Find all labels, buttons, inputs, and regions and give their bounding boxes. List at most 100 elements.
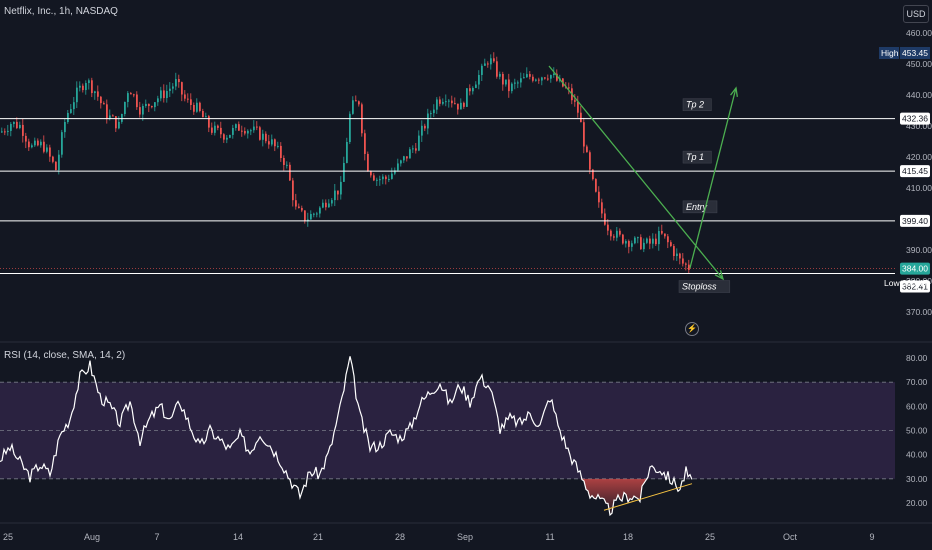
rsi-line [0, 356, 693, 517]
candle-body [652, 238, 654, 244]
candle-body [496, 61, 498, 77]
candle-body [139, 107, 141, 115]
candle-body [166, 90, 168, 99]
candle-body [22, 124, 24, 136]
candle-body [298, 206, 300, 208]
candle-body [154, 102, 156, 108]
candle-body [529, 74, 531, 77]
rsi-tick-label: 60.00 [906, 401, 928, 411]
level-tag-bg [682, 150, 712, 164]
candle-body [229, 134, 231, 138]
candle-body [538, 79, 540, 81]
candle-body [274, 139, 276, 147]
candles [1, 52, 690, 274]
candle-body [574, 100, 576, 102]
candle-body [430, 113, 432, 115]
candle-body [577, 101, 579, 113]
time-tick-label: 14 [233, 532, 243, 542]
candle-body [73, 102, 75, 110]
candle-body [325, 202, 327, 208]
candle-body [682, 258, 684, 264]
candle-body [418, 135, 420, 151]
candle-body [505, 79, 507, 85]
candle-body [436, 99, 438, 110]
candle-body [676, 253, 678, 257]
candle-body [328, 203, 330, 208]
tag-415: 415.45 [902, 166, 928, 176]
candle-body [148, 103, 150, 107]
candle-body [247, 130, 249, 134]
candle-body [670, 242, 672, 247]
candle-body [484, 63, 486, 66]
candle-body [208, 116, 210, 128]
candle-body [145, 103, 147, 106]
candle-body [49, 147, 51, 157]
candle-body [508, 79, 510, 92]
candle-body [553, 73, 555, 76]
lightning-icon[interactable]: ⚡ [685, 322, 699, 336]
candle-body [424, 125, 426, 129]
candle-body [634, 237, 636, 244]
candle-body [175, 79, 177, 87]
candle-body [259, 127, 261, 140]
level-tag-tp-2: Tp 2 [686, 100, 704, 110]
candle-body [358, 101, 360, 105]
candle-body [568, 87, 570, 89]
currency-button[interactable]: USD [903, 5, 929, 23]
level-tag-bg [682, 98, 712, 111]
candle-body [52, 156, 54, 162]
price-tick-label: 430.00 [906, 121, 932, 131]
candle-body [643, 242, 645, 250]
candle-body [517, 82, 519, 84]
candle-body [136, 94, 138, 108]
candle-body [364, 133, 366, 154]
candle-body [673, 246, 675, 257]
candle-body [172, 86, 174, 89]
tag-382: 382.41 [902, 282, 928, 292]
candle-body [454, 103, 456, 105]
time-tick-label: Oct [783, 532, 798, 542]
candle-body [88, 80, 90, 84]
candle-body [514, 82, 516, 84]
candle-body [556, 73, 558, 81]
candle-body [601, 202, 603, 214]
candle-body [385, 176, 387, 180]
candle-body [310, 214, 312, 220]
candle-body [460, 102, 462, 110]
rsi-tick-label: 20.00 [906, 498, 928, 508]
candle-body [205, 116, 207, 118]
high-value: 453.45 [902, 48, 928, 58]
candle-body [268, 141, 270, 145]
downtrend-arrow-head [714, 270, 725, 281]
candle-body [286, 164, 288, 166]
candle-body [502, 73, 504, 85]
candle-body [448, 100, 450, 102]
tag-399-bg [900, 214, 930, 227]
candle-body [331, 200, 333, 204]
candle-body [199, 102, 201, 111]
candle-body [394, 170, 396, 174]
candle-body [442, 101, 444, 104]
time-tick-label: 11 [545, 532, 554, 542]
candle-body [550, 75, 552, 79]
candle-body [13, 121, 15, 125]
candle-body [238, 124, 240, 131]
candle-body [1, 131, 3, 133]
candle-body [115, 116, 117, 129]
candle-body [184, 94, 186, 99]
candle-body [217, 125, 219, 128]
candle-body [157, 98, 159, 103]
chart-title: Netflix, Inc., 1h, NASDAQ [4, 6, 118, 17]
candle-body [151, 106, 153, 108]
candle-body [130, 93, 132, 95]
candle-body [511, 83, 513, 92]
candle-body [478, 74, 480, 85]
low-label: Low [884, 278, 900, 288]
candle-body [190, 99, 192, 105]
candle-body [604, 213, 606, 225]
candle-body [181, 82, 183, 95]
candle-body [667, 236, 669, 243]
rsi-pane: 20.00 30.00 40.00 50.00 60.00 70.00 80.00 [0, 353, 928, 517]
candle-body [370, 171, 372, 176]
